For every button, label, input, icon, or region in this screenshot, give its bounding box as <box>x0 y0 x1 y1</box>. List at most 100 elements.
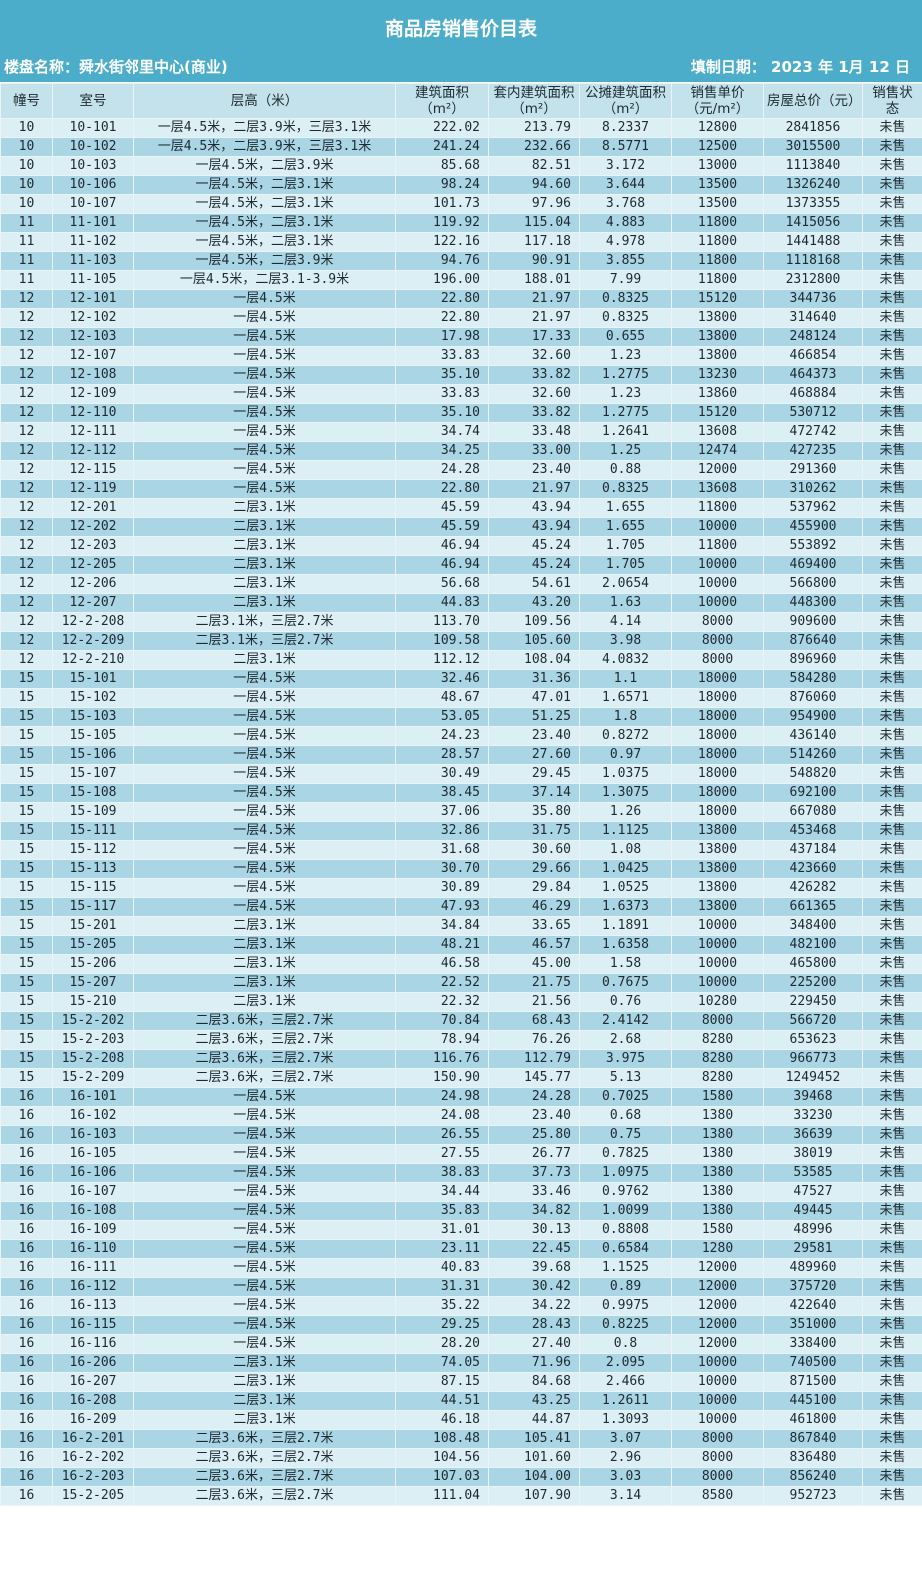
cell-room: 15-108 <box>52 783 134 803</box>
cell-room: 10-107 <box>52 194 134 214</box>
cell-shared-area: 3.03 <box>579 1467 672 1487</box>
cell-shared-area: 1.705 <box>579 536 672 556</box>
cell-floor-height: 二层3.6米，三层2.7米 <box>133 1068 396 1088</box>
cell-total-price: 514260 <box>763 745 863 765</box>
cell-inner-area: 33.82 <box>488 403 580 423</box>
table-row: 15 15-102 一层4.5米 48.67 47.01 1.6571 18000 87606… <box>0 688 922 708</box>
cell-status: 未售 <box>862 1220 922 1240</box>
cell-room: 16-112 <box>52 1277 134 1297</box>
cell-unit-price: 10000 <box>671 954 764 974</box>
cell-total-price: 3015500 <box>763 137 863 157</box>
table-row: 15 15-106 一层4.5米 28.57 27.60 0.97 18000 514260 未… <box>0 745 922 765</box>
table-row: 12 12-109 一层4.5米 33.83 32.60 1.23 13860 468884 未… <box>0 384 922 404</box>
cell-floor-height: 一层4.5米 <box>133 365 396 385</box>
cell-gross-area: 34.25 <box>395 441 489 461</box>
cell-unit-price: 10000 <box>671 1391 764 1411</box>
cell-inner-area: 43.94 <box>488 498 580 518</box>
cell-inner-area: 21.56 <box>488 992 580 1012</box>
cell-unit-price: 18000 <box>671 783 764 803</box>
cell-shared-area: 2.0654 <box>579 574 672 594</box>
cell-total-price: 426282 <box>763 878 863 898</box>
cell-floor-height: 一层4.5米 <box>133 840 396 860</box>
cell-inner-area: 31.75 <box>488 821 580 841</box>
cell-room: 12-111 <box>52 422 134 442</box>
cell-total-price: 667080 <box>763 802 863 822</box>
cell-status: 未售 <box>862 897 922 917</box>
table-row: 12 12-115 一层4.5米 24.28 23.40 0.88 12000 291360 未… <box>0 460 922 480</box>
cell-floor-height: 一层4.5米 <box>133 1258 396 1278</box>
cell-shared-area: 3.768 <box>579 194 672 214</box>
cell-building: 12 <box>0 289 53 309</box>
cell-unit-price: 8000 <box>671 1429 764 1449</box>
cell-building: 16 <box>0 1220 53 1240</box>
table-row: 16 16-116 一层4.5米 28.20 27.40 0.8 12000 338400 未售 <box>0 1334 922 1354</box>
cell-gross-area: 23.11 <box>395 1239 489 1259</box>
cell-unit-price: 10000 <box>671 1372 764 1392</box>
table-row: 10 10-101 一层4.5米，二层3.9米，三层3.1米 222.02 213.79… <box>0 118 922 138</box>
table-row: 10 10-102 一层4.5米，二层3.9米，三层3.1米 241.24 232.66… <box>0 137 922 157</box>
cell-building: 12 <box>0 631 53 651</box>
cell-building: 10 <box>0 137 53 157</box>
cell-inner-area: 33.00 <box>488 441 580 461</box>
cell-unit-price: 8000 <box>671 1448 764 1468</box>
cell-total-price: 225200 <box>763 973 863 993</box>
cell-inner-area: 37.73 <box>488 1163 580 1183</box>
cell-floor-height: 二层3.1米 <box>133 935 396 955</box>
cell-shared-area: 1.655 <box>579 517 672 537</box>
cell-room: 15-112 <box>52 840 134 860</box>
table-row: 12 12-2-209 二层3.1米，三层2.7米 109.58 105.60 3.98 8… <box>0 631 922 651</box>
cell-building: 12 <box>0 403 53 423</box>
cell-unit-price: 10000 <box>671 916 764 936</box>
cell-floor-height: 二层3.1米 <box>133 992 396 1012</box>
cell-building: 11 <box>0 270 53 290</box>
table-row: 15 15-207 二层3.1米 22.52 21.75 0.7675 10000 22520… <box>0 973 922 993</box>
cell-total-price: 310262 <box>763 479 863 499</box>
cell-status: 未售 <box>862 612 922 632</box>
cell-building: 16 <box>0 1163 53 1183</box>
cell-total-price: 33230 <box>763 1106 863 1126</box>
cell-unit-price: 1580 <box>671 1087 764 1107</box>
cell-shared-area: 0.88 <box>579 460 672 480</box>
cell-floor-height: 二层3.6米，三层2.7米 <box>133 1467 396 1487</box>
cell-total-price: 427235 <box>763 441 863 461</box>
cell-status: 未售 <box>862 517 922 537</box>
cell-total-price: 653623 <box>763 1030 863 1050</box>
cell-room: 16-111 <box>52 1258 134 1278</box>
cell-shared-area: 1.655 <box>579 498 672 518</box>
cell-gross-area: 109.58 <box>395 631 489 651</box>
cell-unit-price: 12800 <box>671 118 764 138</box>
cell-gross-area: 28.20 <box>395 1334 489 1354</box>
cell-building: 12 <box>0 327 53 347</box>
cell-total-price: 38019 <box>763 1144 863 1164</box>
cell-room: 16-102 <box>52 1106 134 1126</box>
cell-unit-price: 13000 <box>671 156 764 176</box>
cell-shared-area: 0.8272 <box>579 726 672 746</box>
cell-total-price: 876060 <box>763 688 863 708</box>
table-row: 16 16-109 一层4.5米 31.01 30.13 0.8808 1580 48996 未… <box>0 1220 922 1240</box>
cell-gross-area: 27.55 <box>395 1144 489 1164</box>
cell-building: 12 <box>0 346 53 366</box>
cell-total-price: 740500 <box>763 1353 863 1373</box>
table-row: 11 11-105 一层4.5米，二层3.1-3.9米 196.00 188.01 7.9… <box>0 270 922 290</box>
cell-gross-area: 46.94 <box>395 555 489 575</box>
cell-floor-height: 一层4.5米 <box>133 441 396 461</box>
cell-shared-area: 1.25 <box>579 441 672 461</box>
cell-floor-height: 一层4.5米 <box>133 1106 396 1126</box>
cell-total-price: 472742 <box>763 422 863 442</box>
cell-inner-area: 104.00 <box>488 1467 580 1487</box>
cell-inner-area: 82.51 <box>488 156 580 176</box>
cell-unit-price: 18000 <box>671 707 764 727</box>
cell-room: 15-2-209 <box>52 1068 134 1088</box>
cell-unit-price: 10000 <box>671 574 764 594</box>
cell-building: 10 <box>0 156 53 176</box>
fill-date: 填制日期： 2023 年 1月 12 日 <box>690 58 910 76</box>
cell-room: 16-115 <box>52 1315 134 1335</box>
cell-inner-area: 213.79 <box>488 118 580 138</box>
cell-inner-area: 35.80 <box>488 802 580 822</box>
cell-gross-area: 111.04 <box>395 1486 489 1506</box>
cell-inner-area: 29.66 <box>488 859 580 879</box>
cell-floor-height: 一层4.5米 <box>133 821 396 841</box>
cell-inner-area: 33.48 <box>488 422 580 442</box>
cell-shared-area: 1.3075 <box>579 783 672 803</box>
cell-total-price: 465800 <box>763 954 863 974</box>
